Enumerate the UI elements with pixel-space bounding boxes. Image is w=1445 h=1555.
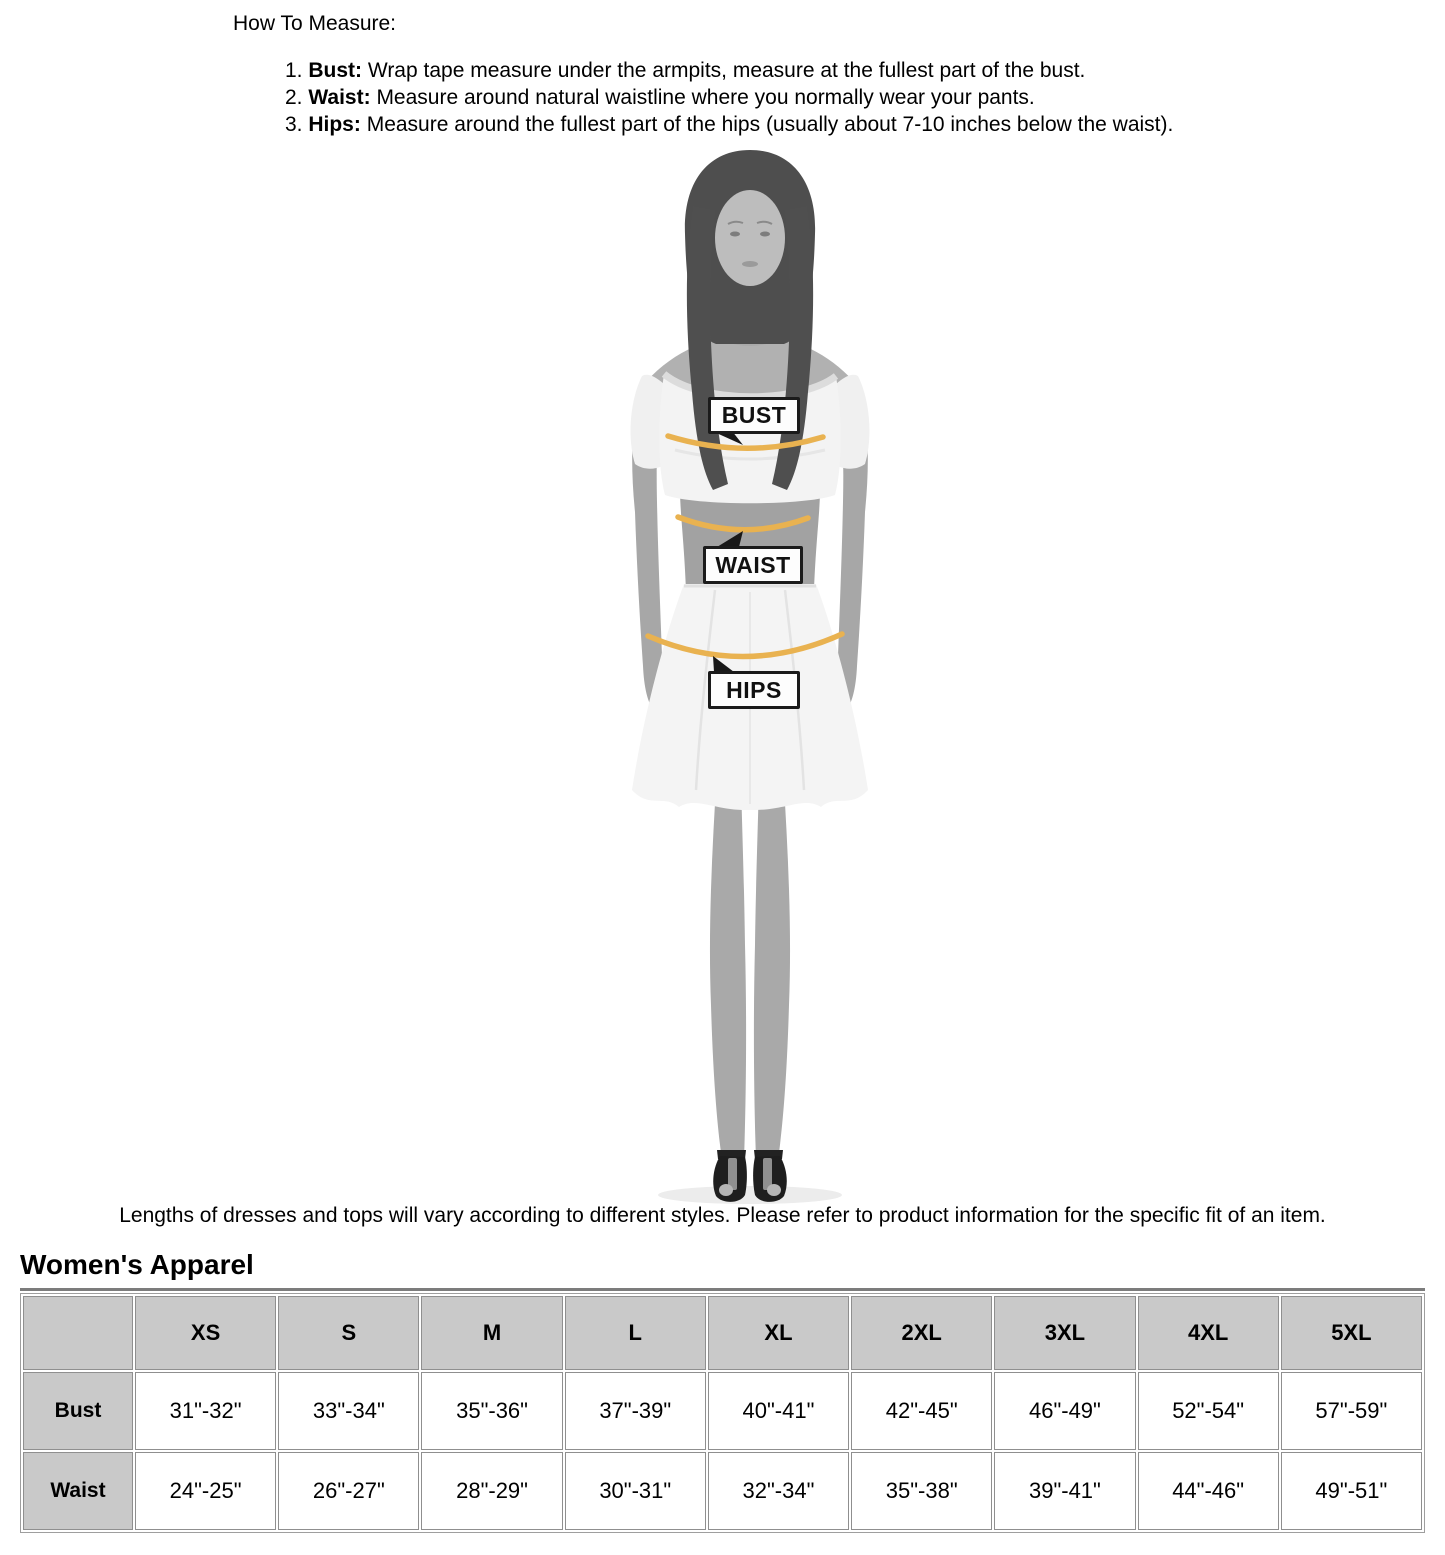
size-chart: XS S M L XL 2XL 3XL 4XL 5XL Bust 31"-32"…: [20, 1288, 1425, 1533]
waist-label-tail: [717, 531, 743, 547]
waist-label: WAIST: [703, 546, 803, 584]
section-title: Women's Apparel: [20, 1249, 254, 1280]
size-column-header: 4XL: [1137, 1296, 1279, 1370]
size-column-header: M: [421, 1296, 563, 1370]
instruction-label: Bust:: [308, 59, 363, 82]
table-row-waist: Waist 24"-25" 26"-27" 28"-29" 30"-31" 32…: [23, 1452, 1422, 1530]
size-value-cell: 46"-49": [994, 1372, 1136, 1450]
size-value-cell: 35"-38": [851, 1452, 993, 1530]
size-column-header: XL: [707, 1296, 850, 1370]
size-value-cell: 42"-45": [851, 1372, 993, 1450]
crop-top: [630, 371, 870, 504]
waist-line: [675, 514, 811, 533]
size-value-cell: 32"-34": [707, 1452, 850, 1530]
size-value-cell: 33"-34": [278, 1372, 420, 1450]
high-heel-shoes: [713, 1150, 787, 1202]
size-value-cell: 40"-41": [707, 1372, 850, 1450]
instruction-number: 3.: [285, 113, 303, 136]
size-value-cell: 31"-32": [135, 1372, 277, 1450]
hair-front-strands: [686, 206, 814, 490]
size-value-cell: 26"-27": [278, 1452, 420, 1530]
table-header-row: XS S M L XL 2XL 3XL 4XL 5XL: [23, 1296, 1422, 1370]
size-column-header: 5XL: [1280, 1296, 1422, 1370]
instruction-number: 2.: [285, 86, 303, 109]
row-label-bust: Bust: [23, 1372, 133, 1450]
size-column-header: L: [564, 1296, 706, 1370]
table-row-bust: Bust 31"-32" 33"-34" 35"-36" 37"-39" 40"…: [23, 1372, 1422, 1450]
size-value-cell: 24"-25": [135, 1452, 277, 1530]
size-chart-table: XS S M L XL 2XL 3XL 4XL 5XL Bust 31"-32"…: [20, 1293, 1425, 1533]
measurement-figure: BUST WAIST HIPS: [580, 150, 920, 1210]
row-label-waist: Waist: [23, 1452, 133, 1530]
legs: [709, 770, 791, 1160]
page-title: How To Measure:: [233, 12, 397, 35]
bust-line: [665, 433, 826, 451]
bust-label: BUST: [708, 397, 800, 434]
size-value-cell: 49"-51": [1280, 1452, 1422, 1530]
instruction-item: 2. Waist: Measure around natural waistli…: [285, 84, 1173, 111]
instruction-text: Measure around natural waistline where y…: [376, 86, 1035, 109]
bust-label-tail: [712, 431, 743, 445]
instruction-text: Measure around the fullest part of the h…: [366, 113, 1174, 136]
size-value-cell: 37"-39": [564, 1372, 706, 1450]
instruction-label: Hips:: [308, 113, 361, 136]
instruction-text: Wrap tape measure under the armpits, mea…: [367, 59, 1086, 82]
size-value-cell: 30"-31": [564, 1452, 706, 1530]
fit-disclaimer: Lengths of dresses and tops will vary ac…: [119, 1204, 1326, 1227]
hips-line: [645, 631, 845, 660]
size-value-cell: 35"-36": [421, 1372, 563, 1450]
instruction-number: 1.: [285, 59, 303, 82]
measurement-lines: [645, 433, 845, 660]
hips-label-tail: [713, 656, 734, 672]
instruction-item: 3. Hips: Measure around the fullest part…: [285, 111, 1173, 138]
corner-cell: [23, 1296, 133, 1370]
measure-instructions: 1. Bust: Wrap tape measure under the arm…: [285, 57, 1173, 138]
size-value-cell: 39"-41": [994, 1452, 1136, 1530]
size-column-header: XS: [135, 1296, 277, 1370]
hips-label: HIPS: [708, 671, 800, 709]
size-column-header: 2XL: [851, 1296, 993, 1370]
size-value-cell: 57"-59": [1280, 1372, 1422, 1450]
face: [715, 190, 785, 286]
floor-shadow: [658, 1186, 842, 1204]
size-column-header: S: [278, 1296, 420, 1370]
size-value-cell: 52"-54": [1137, 1372, 1279, 1450]
label-tails: [712, 431, 743, 672]
size-value-cell: 28"-29": [421, 1452, 563, 1530]
instruction-label: Waist:: [308, 86, 371, 109]
size-value-cell: 44"-46": [1137, 1452, 1279, 1530]
size-column-header: 3XL: [994, 1296, 1136, 1370]
instruction-item: 1. Bust: Wrap tape measure under the arm…: [285, 57, 1173, 84]
